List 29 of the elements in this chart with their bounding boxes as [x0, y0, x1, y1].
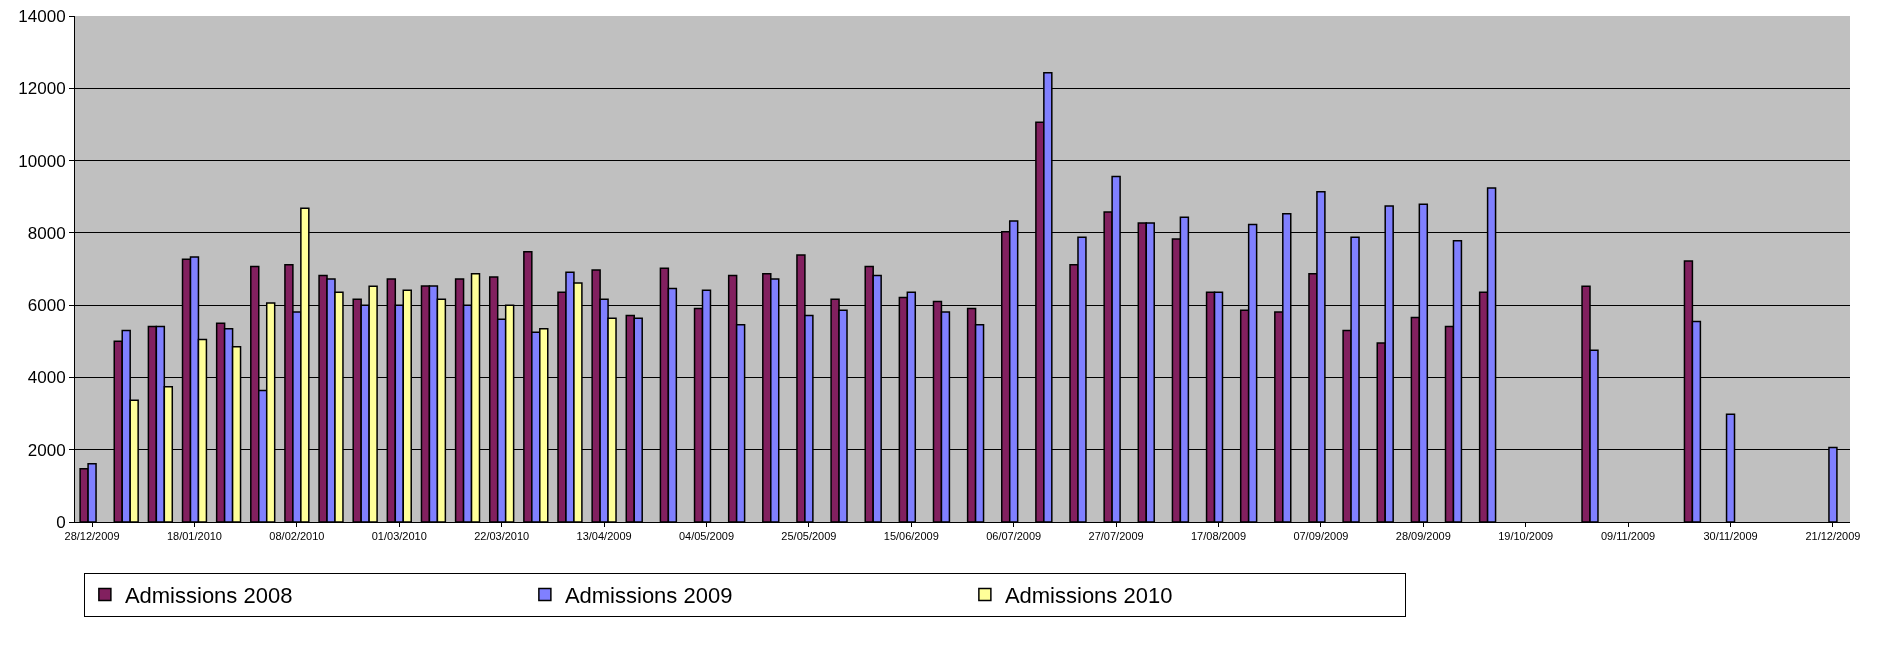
x-tick-label: 28/12/2009	[64, 530, 120, 543]
y-tick-label: 6000	[27, 296, 66, 316]
y-tick-label: 8000	[27, 223, 66, 243]
x-tick-label: 28/09/2009	[1395, 530, 1451, 543]
y-tick-label: 12000	[18, 79, 66, 99]
x-tick-label: 18/01/2010	[166, 530, 222, 543]
x-tick-label: 22/03/2010	[474, 530, 530, 543]
legend-label: Admissions 2009	[564, 582, 733, 608]
y-tick-label: 2000	[27, 440, 66, 460]
x-tick-label: 21/12/2009	[1805, 530, 1861, 543]
y-tick-label: 10000	[18, 151, 66, 171]
x-tick-label: 01/03/2010	[371, 530, 427, 543]
x-tick-label: 06/07/2009	[986, 530, 1042, 543]
x-tick-label: 17/08/2009	[1190, 530, 1247, 543]
y-tick-label: 14000	[18, 6, 66, 26]
x-tick-label: 07/09/2009	[1293, 530, 1349, 543]
y-tick-label: 0	[56, 512, 66, 532]
x-tick-label: 08/02/2010	[269, 530, 325, 543]
legend-label: Admissions 2010	[1004, 582, 1173, 608]
x-tick-label: 04/05/2009	[678, 530, 735, 543]
x-tick-label: 09/11/2009	[1601, 530, 1656, 543]
x-tick-label: 15/06/2009	[883, 530, 939, 543]
x-tick-label: 25/05/2009	[781, 530, 837, 543]
x-tick-label: 27/07/2009	[1088, 530, 1144, 543]
x-tick-label: 30/11/2009	[1703, 530, 1758, 543]
x-tick-label: 13/04/2009	[576, 530, 632, 543]
legend-label: Admissions 2008	[124, 582, 293, 608]
y-tick-label: 4000	[27, 368, 66, 388]
x-tick-label: 19/10/2009	[1498, 530, 1554, 543]
